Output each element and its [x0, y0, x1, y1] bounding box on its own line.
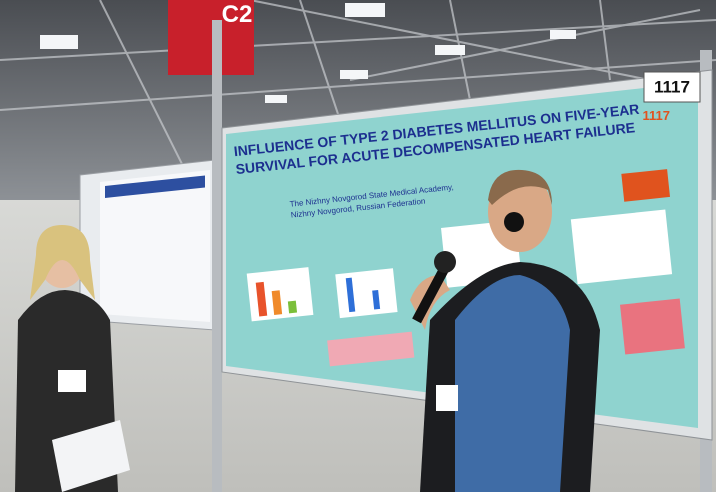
poster-figure-bar [271, 290, 283, 315]
ceiling-lights [40, 3, 576, 103]
poster-figure-bar [287, 300, 298, 314]
poster-figure-bar [372, 289, 381, 310]
poster-logo [621, 169, 671, 202]
board-post [212, 20, 222, 492]
ceiling-trusses [0, 0, 716, 201]
board-number-card [643, 71, 701, 103]
poster-table [620, 298, 685, 355]
hall-sign [168, 0, 254, 75]
poster-figure [570, 209, 673, 285]
poster-figure [335, 268, 398, 319]
background-poster [100, 170, 210, 322]
poster-figure-bar [345, 277, 356, 313]
person-man [410, 169, 600, 492]
background-poster-header [105, 175, 205, 198]
poster-table [327, 331, 415, 367]
board-number: 1117 [654, 77, 690, 96]
person-woman [15, 225, 130, 492]
hall-sign-text: C2 [222, 1, 253, 28]
poster-figure-bar [255, 281, 268, 317]
poster-number: 1117 [643, 108, 671, 123]
